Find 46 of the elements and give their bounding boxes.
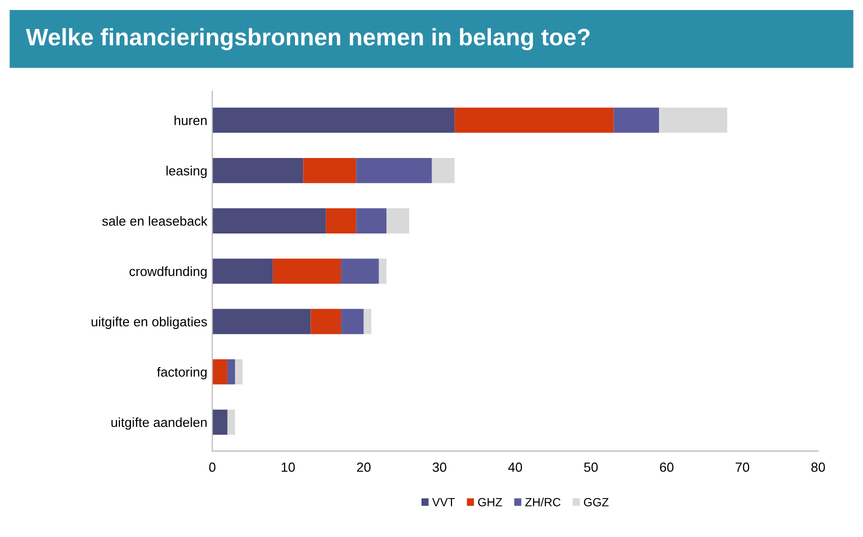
x-tick-label: 40 xyxy=(508,462,522,472)
bar xyxy=(454,108,614,133)
y-tick-label: sale en leaseback xyxy=(102,216,208,226)
bar xyxy=(326,208,356,234)
bar xyxy=(378,258,386,284)
bar xyxy=(212,108,455,133)
x-tick-label: 10 xyxy=(282,462,295,472)
bar xyxy=(272,258,342,284)
bar xyxy=(303,158,356,184)
legend-label: GHZ xyxy=(478,498,502,506)
y-tick-label: uitgifte aandelen xyxy=(111,417,207,430)
legend-label: VVT xyxy=(432,498,455,506)
bar xyxy=(386,208,410,234)
bar xyxy=(212,258,273,284)
y-tick-label: huren xyxy=(174,115,207,126)
bar xyxy=(341,308,364,334)
bar xyxy=(659,108,728,133)
bar xyxy=(356,158,432,184)
x-tick-label: 0 xyxy=(209,462,216,472)
bar xyxy=(614,108,660,133)
bar xyxy=(356,208,386,234)
bar xyxy=(341,258,379,284)
chart-title: Welke financieringsbronnen nemen in belang toe? xyxy=(26,28,590,50)
y-tick-label: uitgifte en obligaties xyxy=(92,316,207,330)
bar xyxy=(227,359,236,384)
x-tick-label: 50 xyxy=(584,462,598,472)
legend-label: ZH/RC xyxy=(525,498,560,506)
x-tick-label: 80 xyxy=(811,462,825,472)
bar xyxy=(212,208,326,234)
x-tick-label: 70 xyxy=(736,462,750,472)
bar xyxy=(212,308,311,334)
bar xyxy=(212,359,228,384)
legend-label: GGZ xyxy=(584,498,609,506)
bar xyxy=(227,410,236,435)
bar xyxy=(432,158,455,184)
y-tick-label: leasing xyxy=(166,166,207,178)
bar xyxy=(364,308,372,334)
x-tick-label: 20 xyxy=(357,462,371,472)
y-tick-label: crowdfunding xyxy=(130,266,207,279)
bar xyxy=(310,308,342,334)
bar xyxy=(212,158,304,184)
bar xyxy=(235,359,243,384)
x-tick-label: 30 xyxy=(432,462,446,472)
y-tick-label: factoring xyxy=(157,367,207,380)
x-tick-label: 60 xyxy=(660,462,674,472)
bar xyxy=(212,410,228,435)
